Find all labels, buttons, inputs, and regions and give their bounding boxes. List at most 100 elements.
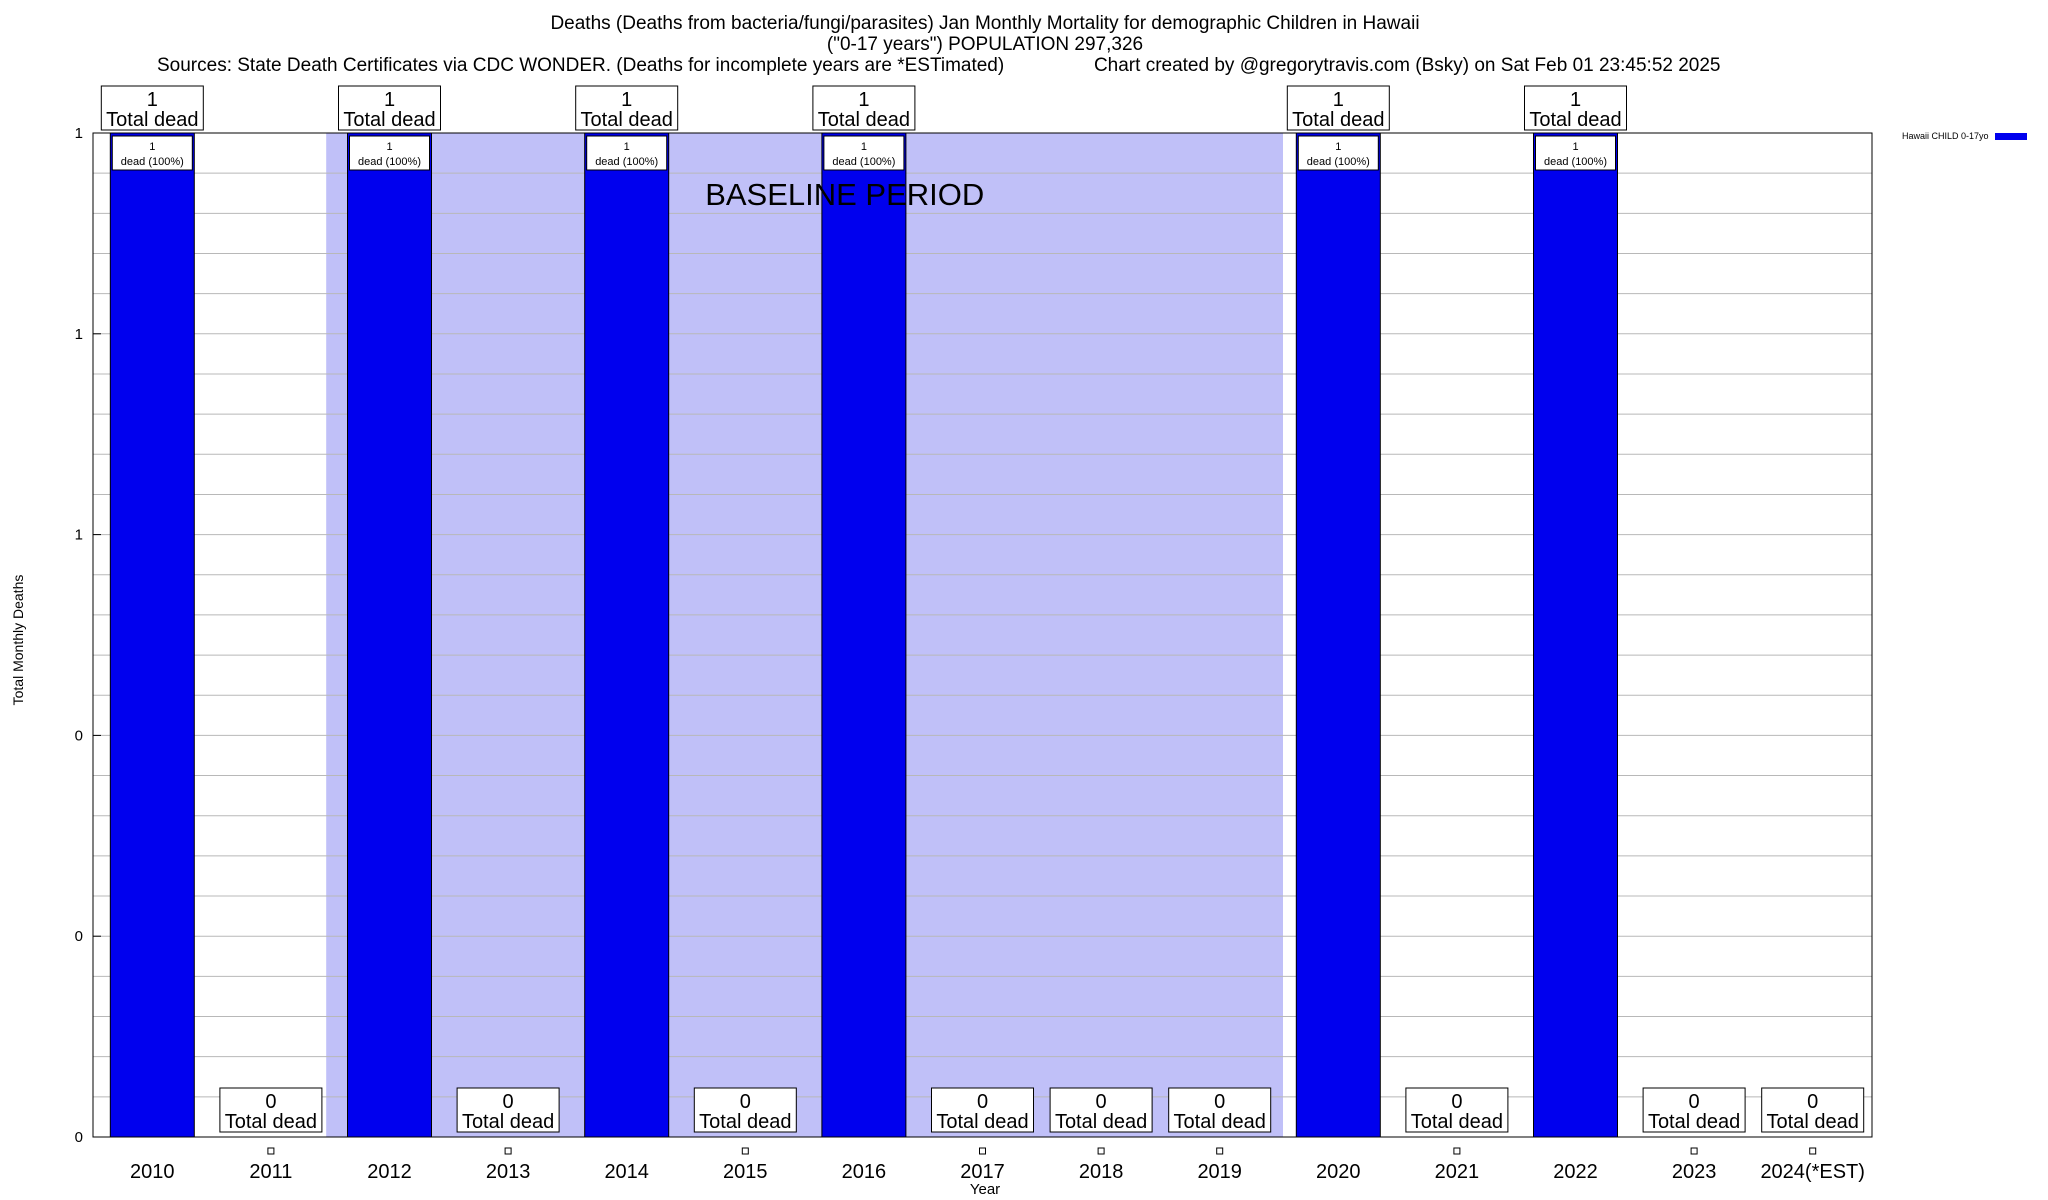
x-tick-label: 2018 [1079,1161,1124,1183]
chart-title: Deaths (Deaths from bacteria/fungi/paras… [550,13,1420,34]
bar [1295,132,1381,1138]
total-label-box [1761,1087,1865,1133]
sources-text: Sources: State Death Certificates via CD… [157,55,1005,76]
bar-inner-label-count: 1 [1335,141,1341,153]
legend: Hawaii CHILD 0-17yo [1902,131,2027,141]
bar-inner-label-box [349,135,430,171]
bar [109,132,195,1138]
bar-inner-label-box [111,135,193,171]
bar-inner-label-box [823,135,905,171]
total-label-text: Total dead [1529,109,1621,131]
total-label-box [456,1087,560,1133]
x-tick-label: 2010 [130,1161,175,1183]
bar-inner-label-percent: dead (100%) [1544,156,1607,168]
bar-inner-label-box [586,135,668,171]
chart-subtitle: ("0-17 years") POPULATION 297,326 [826,34,1144,55]
zero-marker [504,1147,512,1155]
total-label-text: Total dead [343,109,435,131]
total-label-text: Total dead [1767,1111,1859,1133]
total-label-box [1049,1087,1153,1133]
total-label-value: 0 [1807,1091,1818,1113]
total-label-box [1168,1087,1272,1133]
x-tick-label: 2013 [486,1161,531,1183]
total-label-value: 0 [265,1091,276,1113]
x-tick-label: 2020 [1316,1161,1361,1183]
x-tick-label: 2019 [1197,1161,1242,1183]
total-label-text: Total dead [936,1111,1028,1133]
total-label-value: 0 [503,1091,514,1113]
x-tick-label: 2017 [960,1161,1005,1183]
y-tick-label: 0 [75,1129,83,1146]
total-label-text: Total dead [1648,1111,1740,1133]
total-label-box [1524,85,1627,131]
bar [1533,132,1618,1138]
total-label-box [931,1087,1034,1133]
total-label-text: Total dead [1174,1111,1266,1133]
total-label-value: 0 [1096,1091,1107,1113]
bar-inner-label-percent: dead (100%) [595,156,658,168]
y-tick-label: 1 [75,125,83,142]
x-tick-label: 2024(*EST) [1760,1161,1865,1183]
bar-inner-label-percent: dead (100%) [1307,156,1370,168]
zero-marker [979,1147,986,1155]
bar-inner-label-percent: dead (100%) [121,156,184,168]
total-label-value: 0 [1214,1091,1225,1113]
bar-inner-label-count: 1 [1572,141,1578,153]
bar-inner-label-count: 1 [149,141,155,153]
zero-marker [1097,1147,1105,1155]
total-label-box [219,1087,323,1133]
credit-text: Chart created by @gregorytravis.com (Bsk… [1093,55,1721,76]
total-label-box [812,85,916,131]
x-tick-label: 2023 [1672,1161,1717,1183]
chart-sources-credit: Sources: State Death Certificates via CD… [157,55,1721,77]
bar [347,132,432,1138]
total-label-box [100,85,204,131]
x-tick-label: 2012 [367,1161,412,1183]
total-label-text: Total dead [1055,1111,1147,1133]
baseline-label: BASELINE PERIOD [705,177,984,212]
total-label-text: Total dead [818,109,910,131]
zero-marker [267,1147,275,1155]
bar [584,132,670,1138]
zero-marker [1809,1147,1817,1155]
total-label-text: Total dead [581,109,673,131]
total-label-value: 1 [858,89,869,111]
plot-frame [92,132,1873,1138]
bar-inner-label-percent: dead (100%) [832,156,895,168]
y-tick-label: 0 [75,928,83,945]
y-tick-label: 0 [75,727,83,744]
bar-inner-label-count: 1 [861,141,867,153]
x-axis-label: Year [969,1181,1001,1198]
zero-marker [1453,1147,1461,1155]
baseline-region [326,133,1283,1137]
total-label-text: Total dead [1411,1111,1503,1133]
total-label-value: 1 [147,89,158,111]
y-tick-label: 1 [75,326,83,343]
zero-marker [1690,1147,1698,1155]
total-label-value: 0 [740,1091,751,1113]
total-label-box [1286,85,1390,131]
zero-marker [1216,1147,1224,1155]
total-label-value: 1 [1333,89,1344,111]
x-tick-label: 2016 [842,1161,887,1183]
total-label-value: 0 [1451,1091,1462,1113]
legend-swatch [1994,132,2027,140]
total-label-text: Total dead [225,1111,317,1133]
total-label-text: Total dead [106,109,198,131]
x-tick-label: 2011 [249,1161,292,1183]
bar-inner-label-count: 1 [386,141,392,153]
x-tick-label: 2022 [1553,1161,1598,1183]
x-tick-label: 2021 [1435,1161,1480,1183]
legend-label: Hawaii CHILD 0-17yo [1902,131,1989,141]
total-label-text: Total dead [462,1111,554,1133]
bar-inner-label-count: 1 [624,141,630,153]
total-label-value: 1 [621,89,632,111]
x-tick-label: 2015 [723,1161,768,1183]
total-label-text: Total dead [1292,109,1384,131]
bar [821,132,907,1138]
total-label-text: Total dead [699,1111,791,1133]
bar-inner-label-box [1535,135,1616,171]
x-tick-label: 2014 [604,1161,649,1183]
total-label-value: 1 [1570,89,1581,111]
